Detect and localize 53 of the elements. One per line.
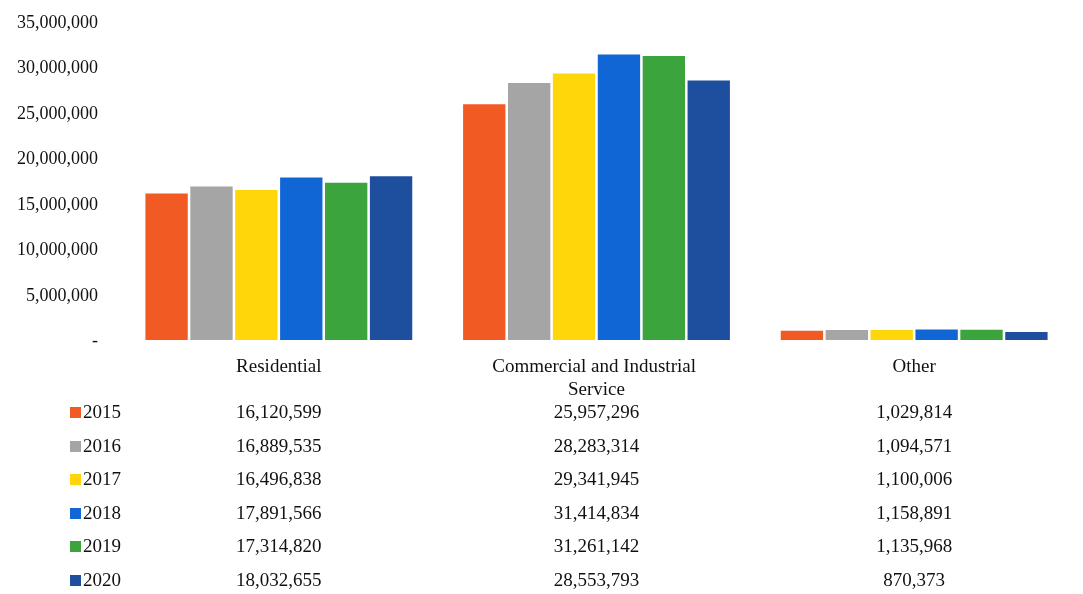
y-tick-label: 20,000,000 xyxy=(17,148,98,169)
bar xyxy=(145,193,188,340)
legend-label: 2017 xyxy=(82,468,121,490)
y-tick-label: - xyxy=(92,330,98,350)
y-tick-label: 35,000,000 xyxy=(17,12,98,32)
data-label: 31,261,142 xyxy=(553,535,640,557)
bar xyxy=(369,176,413,340)
bar xyxy=(235,190,278,340)
y-tick-label: 5,000,000 xyxy=(26,284,98,305)
x-tick-label: Other xyxy=(892,355,937,376)
y-tick-label: 30,000,000 xyxy=(17,57,98,78)
data-label: 1,158,891 xyxy=(876,501,953,524)
bar xyxy=(463,104,506,340)
legend-label: 2019 xyxy=(82,535,121,557)
data-label: 16,496,838 xyxy=(236,468,322,490)
data-label: 25,957,296 xyxy=(553,401,640,423)
bar xyxy=(960,329,1003,340)
bar xyxy=(870,330,913,340)
data-label: 870,373 xyxy=(883,568,946,591)
data-label: 1,029,814 xyxy=(876,401,953,423)
bar xyxy=(825,330,868,340)
data-label: 28,283,314 xyxy=(553,434,640,457)
legend-label: 2015 xyxy=(82,401,121,423)
bar xyxy=(325,182,368,340)
bar xyxy=(552,73,596,340)
data-label: 1,094,571 xyxy=(876,434,953,457)
data-label: 1,100,006 xyxy=(876,468,953,490)
bar xyxy=(642,55,686,340)
bar xyxy=(597,54,641,340)
legend-label: 2018 xyxy=(82,501,121,524)
data-label: 16,889,535 xyxy=(236,434,322,457)
data-label: 16,120,599 xyxy=(236,401,322,423)
data-label: 1,135,968 xyxy=(876,535,953,557)
data-label: 18,032,655 xyxy=(236,568,322,591)
bar xyxy=(915,329,958,340)
bar xyxy=(1005,332,1048,340)
bar xyxy=(687,80,730,340)
data-label: 31,414,834 xyxy=(553,501,640,524)
bar xyxy=(780,330,824,340)
data-label: 17,314,820 xyxy=(236,535,322,557)
legend-label: 2016 xyxy=(82,434,121,457)
y-tick-label: 10,000,000 xyxy=(17,239,98,260)
data-label: 29,341,945 xyxy=(553,468,640,490)
x-tick-label: Residential xyxy=(236,355,322,376)
y-tick-label: 25,000,000 xyxy=(17,102,98,123)
y-tick-label: 15,000,000 xyxy=(17,193,98,214)
bar xyxy=(507,83,551,340)
x-tick-label: Commercial and Industrial Service xyxy=(492,355,701,399)
data-label: 17,891,566 xyxy=(236,501,322,524)
data-label: 28,553,793 xyxy=(553,568,640,591)
bar xyxy=(280,177,323,340)
legend-label: 2020 xyxy=(82,568,121,591)
bar xyxy=(190,186,233,340)
